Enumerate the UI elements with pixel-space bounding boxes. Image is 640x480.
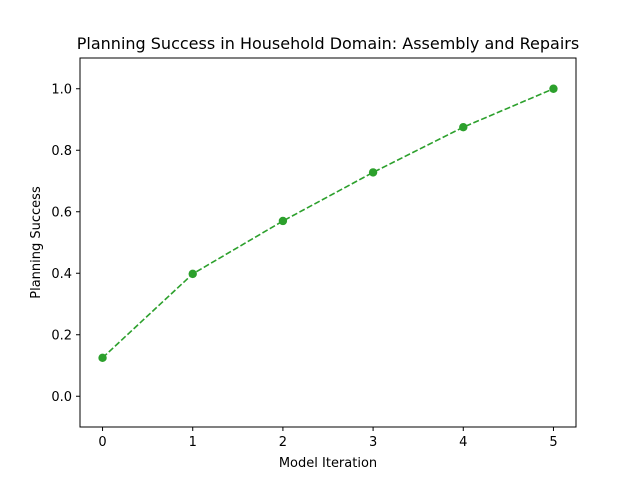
x-axis: 0 1 2 3 4 5 xyxy=(98,427,558,450)
plot-area xyxy=(79,57,577,428)
y-tick-label: 0.6 xyxy=(51,205,72,220)
y-tick-label: 0.8 xyxy=(51,144,72,159)
x-tick-label: 2 xyxy=(279,435,287,450)
data-point xyxy=(549,84,558,93)
x-tick-label: 4 xyxy=(459,435,467,450)
x-tick-label: 1 xyxy=(189,435,197,450)
x-axis-label: Model Iteration xyxy=(279,456,377,471)
series-line xyxy=(102,88,554,359)
data-point xyxy=(368,168,378,177)
axes-frame xyxy=(79,57,577,428)
y-axis: 0.0 0.2 0.4 0.6 0.8 1.0 xyxy=(51,82,80,405)
x-tick-label: 5 xyxy=(549,435,557,450)
data-point xyxy=(98,353,107,363)
chart-title: Planning Success in Household Domain: As… xyxy=(77,34,579,53)
x-tick-label: 0 xyxy=(98,435,106,450)
y-tick-label: 1.0 xyxy=(51,82,72,97)
series-layer xyxy=(98,84,558,363)
y-axis-label: Planning Success xyxy=(29,186,44,299)
data-point xyxy=(459,122,468,132)
y-tick-label: 0.0 xyxy=(51,390,72,405)
data-point xyxy=(188,269,197,279)
y-tick-label: 0.4 xyxy=(51,267,72,282)
x-tick-label: 3 xyxy=(369,435,377,450)
y-tick-label: 0.2 xyxy=(51,328,72,343)
data-point xyxy=(278,216,288,226)
